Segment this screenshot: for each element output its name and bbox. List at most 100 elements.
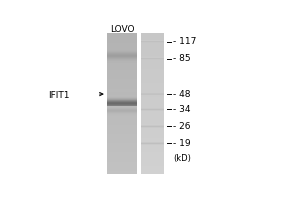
Bar (141, 161, 164, 162)
Bar (141, 51, 164, 52)
Bar (107, 90, 137, 91)
Bar (141, 151, 164, 152)
Bar (141, 119, 164, 120)
Bar (107, 84, 137, 85)
Text: - 85: - 85 (173, 54, 190, 63)
Bar (107, 53, 137, 54)
Bar (107, 51, 137, 52)
Bar (141, 40, 164, 41)
Bar (141, 85, 164, 86)
Bar (107, 109, 137, 110)
Bar (107, 134, 137, 135)
Bar (107, 50, 137, 51)
Bar (107, 145, 137, 146)
Bar (141, 120, 164, 121)
Bar (107, 106, 137, 107)
Bar (107, 51, 137, 52)
Bar (141, 167, 164, 168)
Bar (141, 108, 164, 109)
Bar (107, 111, 137, 112)
Bar (141, 54, 164, 55)
Bar (141, 123, 164, 124)
Bar (107, 109, 137, 110)
Bar (107, 91, 137, 92)
Text: - 117: - 117 (173, 37, 196, 46)
Bar (107, 50, 137, 51)
Bar (107, 105, 137, 106)
Bar (107, 67, 137, 68)
Bar (107, 96, 137, 97)
Bar (141, 109, 164, 110)
Bar (107, 125, 137, 126)
Bar (107, 111, 137, 112)
Bar (107, 100, 137, 101)
Bar (141, 88, 164, 89)
Bar (107, 38, 137, 39)
Text: - 19: - 19 (173, 139, 190, 148)
Bar (107, 132, 137, 133)
Bar (107, 157, 137, 158)
Bar (107, 98, 137, 99)
Bar (107, 171, 137, 172)
Bar (141, 170, 164, 171)
Bar (107, 117, 137, 118)
Bar (107, 147, 137, 148)
Bar (141, 79, 164, 80)
Bar (141, 60, 164, 61)
Bar (141, 96, 164, 97)
Bar (107, 140, 137, 141)
Bar (107, 59, 137, 60)
Bar (107, 42, 137, 43)
Bar (141, 154, 164, 155)
Bar (141, 110, 164, 111)
Bar (107, 172, 137, 173)
Bar (107, 123, 137, 124)
Bar (107, 61, 137, 62)
Bar (107, 90, 137, 91)
Bar (107, 92, 137, 93)
Bar (141, 63, 164, 64)
Bar (141, 40, 164, 41)
Bar (107, 116, 137, 117)
Bar (141, 131, 164, 132)
Bar (141, 122, 164, 123)
Bar (107, 120, 137, 121)
Bar (107, 164, 137, 165)
Bar (141, 150, 164, 151)
Bar (107, 115, 137, 116)
Bar (141, 147, 164, 148)
Bar (107, 49, 137, 50)
Bar (141, 59, 164, 60)
Bar (107, 156, 137, 157)
Bar (141, 138, 164, 139)
Bar (107, 91, 137, 92)
Bar (141, 172, 164, 173)
Bar (107, 72, 137, 73)
Bar (141, 121, 164, 122)
Bar (141, 143, 164, 144)
Bar (141, 142, 164, 143)
Bar (141, 94, 164, 95)
Bar (107, 47, 137, 48)
Bar (141, 110, 164, 111)
Bar (107, 91, 137, 92)
Bar (107, 168, 137, 169)
Bar (107, 73, 137, 74)
Bar (107, 52, 137, 53)
Bar (141, 53, 164, 54)
Bar (107, 56, 137, 57)
Bar (107, 79, 137, 80)
Bar (141, 81, 164, 82)
Bar (141, 33, 164, 34)
Bar (107, 168, 137, 169)
Bar (141, 158, 164, 159)
Bar (141, 143, 164, 144)
Bar (107, 114, 137, 115)
Bar (107, 97, 137, 98)
Bar (141, 164, 164, 165)
Bar (141, 109, 164, 110)
Bar (107, 58, 137, 59)
Bar (141, 45, 164, 46)
Bar (141, 171, 164, 172)
Bar (141, 142, 164, 143)
